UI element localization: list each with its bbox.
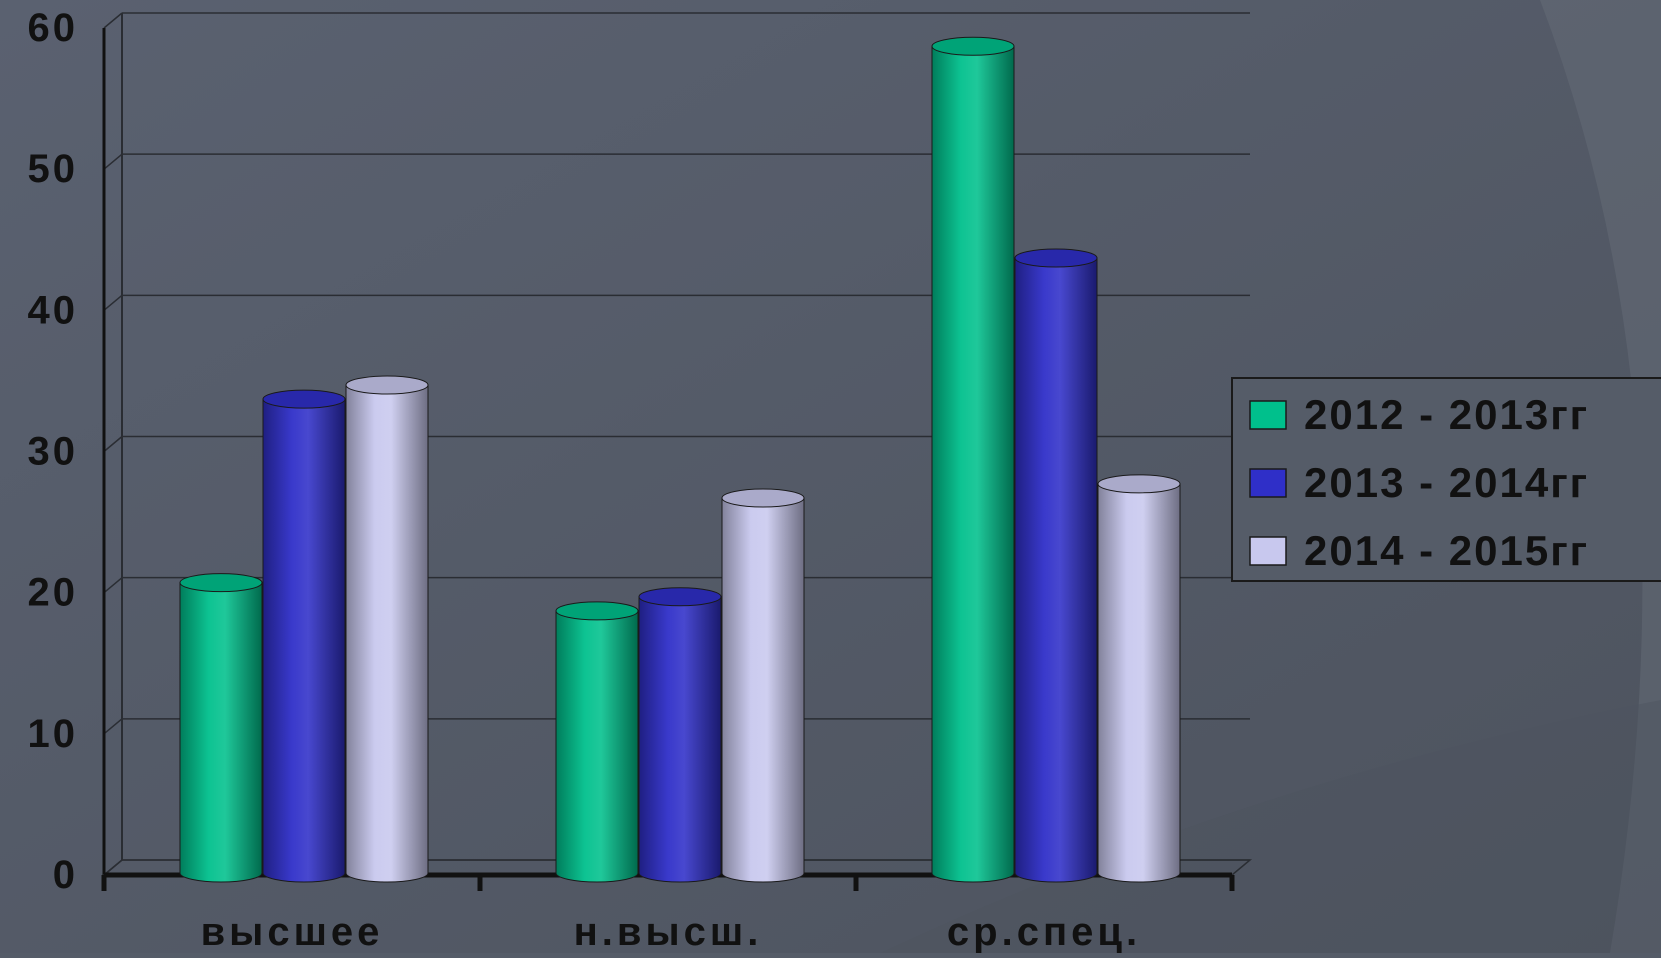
bar-body — [638, 596, 722, 883]
legend-label: 2012 - 2013гг — [1304, 391, 1589, 438]
category-label: ср.спец. — [947, 910, 1141, 953]
legend-label: 2013 - 2014гг — [1304, 459, 1589, 506]
bar-body — [345, 384, 429, 883]
bar-top — [931, 36, 1015, 56]
gridline-slant — [103, 577, 123, 594]
category-label: н.высш. — [574, 910, 763, 953]
bar-body — [555, 610, 639, 883]
bar — [555, 601, 639, 883]
bar — [721, 488, 805, 883]
gridline-slant — [103, 435, 123, 453]
gridline-slant — [103, 153, 123, 170]
bar-top — [1097, 474, 1181, 494]
bar — [931, 36, 1015, 883]
y-tick-label: 0 — [53, 853, 78, 897]
decorative-arc — [1540, 0, 1661, 953]
legend-box — [1231, 377, 1661, 582]
bar-body — [262, 398, 346, 883]
bar-top — [721, 488, 805, 508]
bar — [1097, 474, 1181, 883]
bars — [179, 36, 1181, 883]
legend-swatch — [1249, 400, 1287, 430]
legend-swatch — [1249, 536, 1287, 566]
bar — [179, 573, 263, 883]
bar-top — [1014, 248, 1098, 268]
bar-top — [638, 587, 722, 607]
bar — [1014, 248, 1098, 883]
bar-body — [1014, 257, 1098, 883]
legend-swatch — [1249, 468, 1287, 498]
y-tick-label: 40 — [28, 288, 79, 332]
y-tick-label: 60 — [28, 6, 79, 50]
bar-top — [179, 573, 263, 593]
bar — [345, 375, 429, 883]
bar-body — [1097, 483, 1181, 883]
legend: 2012 - 2013гг 2013 - 2014гг 2014 - 2015гг — [1231, 377, 1661, 582]
bar-body — [179, 582, 263, 883]
bar-top — [555, 601, 639, 621]
y-tick-label: 50 — [28, 147, 79, 191]
y-tick-label: 20 — [28, 571, 79, 615]
y-tick-label: 30 — [28, 430, 79, 474]
bar-body — [721, 497, 805, 883]
x-axis-labels: высшее н.высш. ср.спец. — [201, 910, 1141, 954]
bar — [262, 389, 346, 883]
bar — [638, 587, 722, 883]
bar-body — [931, 45, 1015, 883]
category-label: высшее — [201, 910, 384, 953]
decorative-swoosh — [880, 700, 1661, 953]
gridline-slant — [103, 718, 123, 735]
bar-top — [345, 375, 429, 395]
gridline-slant — [103, 294, 123, 311]
bar-top — [262, 389, 346, 409]
legend-label: 2014 - 2015гг — [1304, 527, 1589, 574]
gridline-slant — [103, 12, 123, 29]
y-axis-labels: 0 10 20 30 40 50 60 — [28, 6, 79, 897]
y-tick-label: 10 — [28, 712, 79, 756]
